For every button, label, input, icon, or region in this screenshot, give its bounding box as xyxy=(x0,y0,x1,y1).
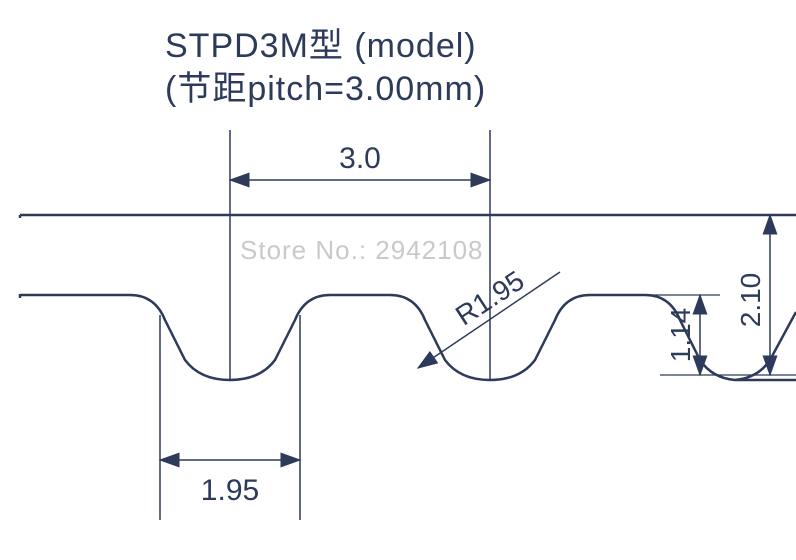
pitch-value: 3.0 xyxy=(339,142,381,175)
tooth-height-value: 1.14 xyxy=(665,308,696,363)
overall-height-dimension: 2.10 xyxy=(735,215,770,375)
overall-height-value: 2.10 xyxy=(735,273,766,328)
belt-profile-diagram: 3.0 1.95 R1.95 1.14 2.10 xyxy=(0,0,796,560)
valley-width-value: 1.95 xyxy=(201,474,259,507)
pitch-dimension: 3.0 xyxy=(230,130,490,380)
